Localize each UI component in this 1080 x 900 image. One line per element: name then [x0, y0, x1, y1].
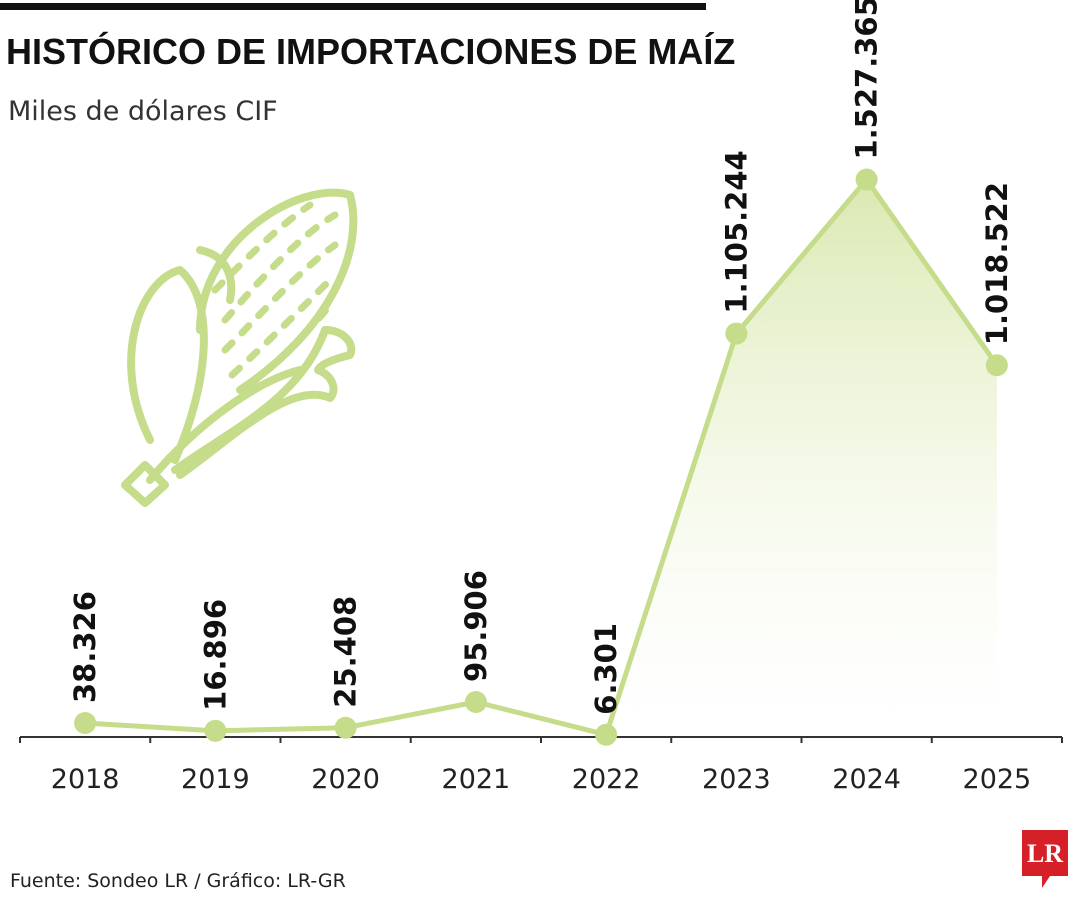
x-tick-label: 2022 [572, 764, 641, 795]
point [204, 719, 227, 742]
x-tick-label: 2021 [442, 764, 511, 795]
logo-text: LR [1027, 839, 1063, 868]
x-tick-label: 2024 [832, 764, 901, 795]
logo: LR [1022, 830, 1068, 888]
value-label: 95.906 [459, 570, 493, 682]
x-tick-label: 2020 [311, 764, 380, 795]
line [84, 177, 999, 738]
x-tick-label: 2019 [181, 764, 250, 795]
source: Fuente: Sondeo LR / Gráfico: LR-GR [10, 870, 346, 892]
point [74, 712, 97, 735]
title-rule [0, 3, 706, 10]
point [855, 168, 878, 191]
point [464, 690, 487, 713]
point [595, 723, 618, 746]
value-label: 25.408 [329, 596, 363, 708]
point [725, 322, 748, 345]
value-label: 1.527.365 [850, 0, 884, 160]
logo-badge [1022, 830, 1068, 888]
value-label: 1.105.244 [719, 150, 753, 313]
value-label: 38.326 [68, 591, 102, 703]
chart-title: HISTÓRICO DE IMPORTACIONES DE MAÍZ [6, 30, 735, 72]
point [334, 716, 357, 739]
x-tick-label: 2023 [702, 764, 771, 795]
area [606, 179, 997, 737]
x-tick-label: 2018 [51, 764, 120, 795]
value-label: 6.301 [589, 623, 623, 715]
value-label: 1.018.522 [980, 182, 1014, 345]
corn-icon [121, 188, 358, 507]
x-tick-label: 2025 [963, 764, 1032, 795]
value-label: 16.896 [198, 599, 232, 711]
chart-subtitle: Miles de dólares CIF [8, 96, 278, 127]
point [985, 354, 1008, 377]
